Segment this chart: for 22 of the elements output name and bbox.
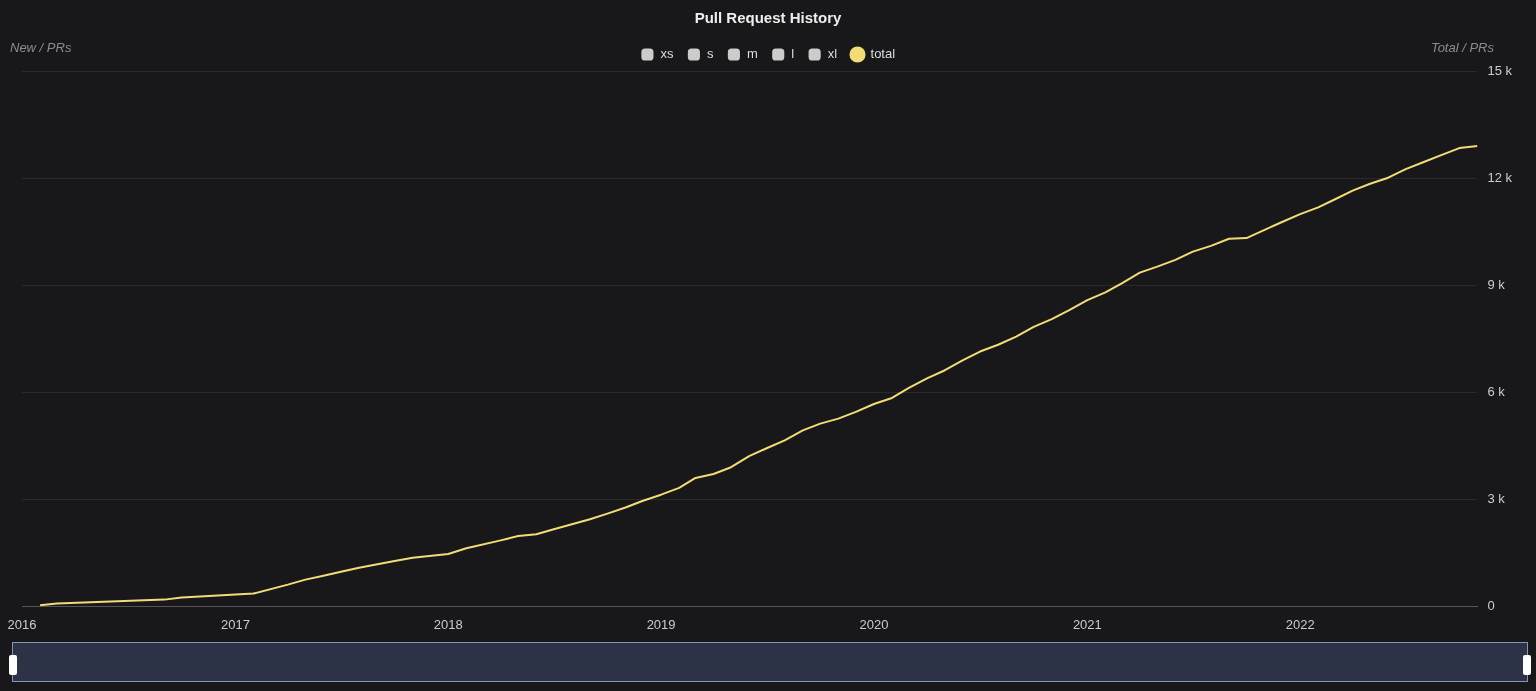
legend-label: xl xyxy=(827,46,838,62)
y2-tick-label: 0 xyxy=(1487,597,1495,613)
x-tick-label: 2022 xyxy=(1285,616,1315,632)
y2-tick-label: 12 k xyxy=(1487,169,1513,185)
y2-axis-title: Total / PRs xyxy=(1430,39,1495,55)
x-tick-label: 2020 xyxy=(859,616,889,632)
y-axis-title: New / PRs xyxy=(10,39,72,55)
x-tick-label: 2021 xyxy=(1072,616,1102,632)
legend-label: l xyxy=(791,46,795,62)
x-tick-label: 2016 xyxy=(7,616,37,632)
legend-label: xs xyxy=(660,46,674,62)
y2-tick-label: 9 k xyxy=(1487,276,1506,292)
y2-tick-label: 6 k xyxy=(1487,383,1506,399)
legend-label: m xyxy=(746,46,758,62)
x-tick-label: 2019 xyxy=(646,616,676,632)
legend-label: s xyxy=(706,46,714,62)
y2-tick-label: 3 k xyxy=(1487,490,1506,506)
chart-title: Pull Request History xyxy=(694,9,842,27)
y2-tick-label: 15 k xyxy=(1487,62,1513,78)
x-tick-label: 2017 xyxy=(220,616,250,632)
x-tick-label: 2018 xyxy=(433,616,463,632)
legend-label: total xyxy=(870,46,896,62)
